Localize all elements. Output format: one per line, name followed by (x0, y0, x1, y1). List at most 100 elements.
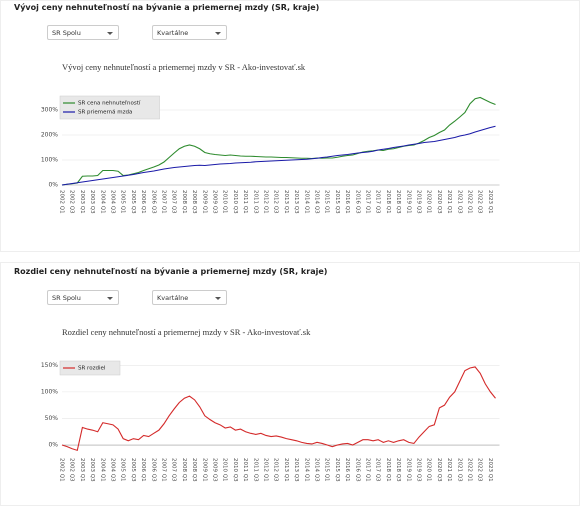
x-tick-label: 2016 Q1 (344, 190, 350, 214)
x-tick-label: 2022 Q3 (477, 190, 483, 214)
x-tick-label: 2018 Q3 (395, 458, 401, 482)
x-tick-label: 2012 Q1 (263, 458, 269, 482)
x-tick-label: 2020 Q3 (436, 458, 442, 482)
x-tick-label: 2009 Q3 (212, 458, 218, 482)
x-tick-label: 2003 Q3 (89, 458, 95, 482)
x-tick-label: 2013 Q1 (283, 190, 289, 214)
x-tick-label: 2013 Q3 (293, 190, 299, 214)
period-select[interactable]: Kvartálne (152, 25, 227, 40)
legend-label: SR cena nehnuteľností (78, 100, 141, 107)
x-tick-label: 2010 Q3 (232, 190, 238, 214)
x-tick-label: 2003 Q3 (89, 190, 95, 214)
x-tick-label: 2016 Q1 (344, 458, 350, 482)
section-heading: Rozdiel ceny nehnuteľností na bývanie a … (14, 267, 328, 276)
x-tick-label: 2015 Q1 (324, 458, 330, 482)
x-tick-label: 2010 Q1 (222, 458, 228, 482)
x-tick-label: 2017 Q1 (365, 458, 371, 482)
panel (0, 0, 580, 252)
x-tick-label: 2021 Q1 (446, 458, 452, 482)
period-select[interactable]: Kvartálne (152, 290, 227, 305)
x-tick-label: 2014 Q1 (303, 190, 309, 214)
x-tick-label: 2012 Q1 (263, 190, 269, 214)
legend-box (59, 95, 160, 120)
y-tick-label: 50% (45, 415, 59, 422)
x-tick-label: 2016 Q3 (354, 458, 360, 482)
x-tick-label: 2019 Q3 (416, 190, 422, 214)
x-tick-label: 2020 Q1 (426, 190, 432, 214)
x-tick-label: 2010 Q1 (222, 190, 228, 214)
region-select[interactable]: SR Spolu (47, 25, 119, 40)
x-tick-label: 2014 Q3 (314, 190, 320, 214)
x-tick-label: 2009 Q1 (201, 458, 207, 482)
x-tick-label: 2008 Q1 (181, 458, 187, 482)
x-tick-label: 2013 Q3 (293, 458, 299, 482)
x-tick-label: 2014 Q1 (303, 458, 309, 482)
x-tick-label: 2020 Q3 (436, 190, 442, 214)
x-tick-label: 2018 Q1 (385, 190, 391, 214)
x-tick-label: 2007 Q1 (161, 190, 167, 214)
x-tick-label: 2017 Q3 (375, 458, 381, 482)
y-tick-label: 150% (41, 362, 58, 369)
x-tick-label: 2023 Q1 (487, 190, 493, 214)
series-line (61, 96, 496, 186)
x-tick-label: 2002 Q3 (69, 190, 75, 214)
x-tick-label: 2004 Q1 (99, 190, 105, 214)
x-tick-label: 2022 Q1 (467, 190, 473, 214)
x-tick-label: 2017 Q1 (365, 190, 371, 214)
y-tick-label: 200% (41, 132, 58, 139)
series-line (61, 125, 496, 186)
y-tick-label: 0% (48, 182, 58, 189)
legend-label: SR priemerná mzda (78, 109, 132, 116)
legend-label: SR rozdiel (78, 366, 106, 372)
x-tick-label: 2013 Q1 (283, 458, 289, 482)
x-tick-label: 2006 Q1 (140, 190, 146, 214)
x-tick-label: 2005 Q1 (120, 190, 126, 214)
x-tick-label: 2003 Q1 (79, 458, 85, 482)
x-tick-label: 2010 Q3 (232, 458, 238, 482)
x-tick-label: 2007 Q1 (161, 458, 167, 482)
x-tick-label: 2021 Q1 (446, 190, 452, 214)
x-tick-label: 2009 Q3 (212, 190, 218, 214)
x-tick-label: 2002 Q1 (59, 458, 65, 482)
x-tick-label: 2022 Q3 (477, 458, 483, 482)
x-tick-label: 2017 Q3 (375, 190, 381, 214)
x-tick-label: 2006 Q1 (140, 458, 146, 482)
x-tick-label: 2008 Q3 (191, 190, 197, 214)
y-tick-label: 100% (41, 157, 58, 164)
x-tick-label: 2012 Q3 (273, 190, 279, 214)
x-tick-label: 2019 Q1 (405, 458, 411, 482)
x-tick-label: 2016 Q3 (354, 190, 360, 214)
x-tick-label: 2012 Q3 (273, 458, 279, 482)
x-tick-label: 2022 Q1 (467, 458, 473, 482)
x-tick-label: 2018 Q1 (385, 458, 391, 482)
x-tick-label: 2007 Q3 (171, 458, 177, 482)
y-tick-label: 300% (41, 107, 58, 114)
x-tick-label: 2015 Q3 (334, 190, 340, 214)
x-tick-label: 2011 Q3 (252, 190, 258, 214)
x-tick-label: 2009 Q1 (201, 190, 207, 214)
x-tick-label: 2019 Q3 (416, 458, 422, 482)
x-tick-label: 2005 Q3 (130, 190, 136, 214)
section-heading: Vývoj ceny nehnuteľností na bývanie a pr… (14, 3, 320, 12)
region-select[interactable]: SR Spolu (47, 290, 119, 305)
x-tick-label: 2006 Q3 (150, 458, 156, 482)
x-tick-label: 2023 Q1 (487, 458, 493, 482)
x-tick-label: 2011 Q1 (242, 190, 248, 214)
x-tick-label: 2005 Q1 (120, 458, 126, 482)
x-tick-label: 2015 Q3 (334, 458, 340, 482)
x-tick-label: 2011 Q3 (252, 458, 258, 482)
x-tick-label: 2003 Q1 (79, 190, 85, 214)
x-tick-label: 2021 Q3 (456, 458, 462, 482)
x-tick-label: 2004 Q3 (110, 458, 116, 482)
x-tick-label: 2018 Q3 (395, 190, 401, 214)
chart-title: Vývoj ceny nehnuteľností a priemernej mz… (62, 62, 306, 72)
series-line (61, 366, 496, 452)
chart-title: Rozdiel ceny nehnuteľností a priemernej … (62, 327, 311, 337)
y-tick-label: 0% (48, 442, 58, 449)
x-tick-label: 2015 Q1 (324, 190, 330, 214)
x-tick-label: 2005 Q3 (130, 458, 136, 482)
x-tick-label: 2006 Q3 (150, 190, 156, 214)
x-tick-label: 2002 Q3 (69, 458, 75, 482)
x-tick-label: 2008 Q1 (181, 190, 187, 214)
